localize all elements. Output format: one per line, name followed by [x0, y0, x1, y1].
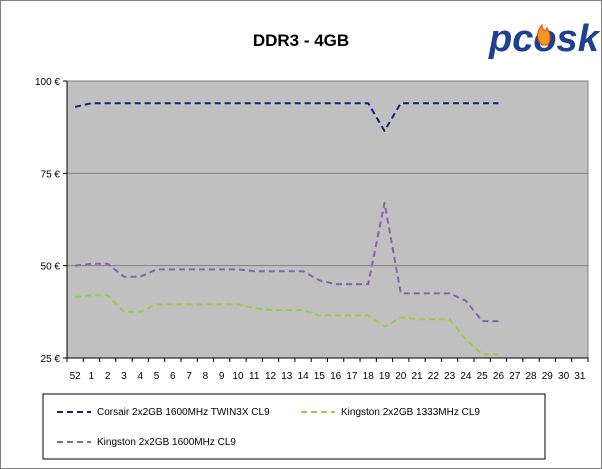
x-tick-label-20: 20: [395, 371, 407, 382]
x-tick-label-14: 14: [298, 371, 310, 382]
series-line-1: [74, 294, 499, 356]
x-tick-label-19: 19: [379, 371, 391, 382]
x-tick-label-28: 28: [525, 371, 537, 382]
x-tick-label-22: 22: [428, 371, 440, 382]
x-tick-label-3: 3: [121, 371, 127, 382]
x-tick-label-21: 21: [411, 371, 423, 382]
x-tick-label-9: 9: [219, 371, 225, 382]
x-tick-label-10: 10: [232, 371, 244, 382]
x-tick-label-31: 31: [574, 371, 586, 382]
logo-flame-icon: [537, 23, 551, 46]
x-tick-label-30: 30: [558, 371, 570, 382]
x-tick-label-13: 13: [281, 371, 293, 382]
axes: 25 €50 €75 €100 €52 1 2 3 4 5 6 7 8 9 10 11 12 13 14 15…: [35, 77, 589, 382]
legend-box: [42, 393, 546, 460]
y-tick-label-0: 25 €: [41, 354, 61, 365]
legend-label-kingston-1333: Kingston 2x2GB 1333MHz CL9: [341, 407, 480, 418]
chart-title: DDR3 - 4GB: [253, 31, 349, 50]
pcosk-logo: pcosk: [488, 18, 601, 60]
x-tick-label-16: 16: [330, 371, 342, 382]
x-tick-label-5: 5: [154, 371, 160, 382]
y-tick-label-2: 75 €: [41, 169, 61, 180]
x-tick-label-12: 12: [265, 371, 277, 382]
plot-area: [66, 80, 589, 359]
series-lines: [74, 102, 499, 356]
x-tick-label-29: 29: [542, 371, 554, 382]
x-tick-label-6: 6: [170, 371, 176, 382]
x-tick-label-4: 4: [137, 371, 143, 382]
y-tick-label-3: 100 €: [35, 77, 60, 88]
x-tick-label-23: 23: [444, 371, 456, 382]
x-tick-label-18: 18: [363, 371, 375, 382]
x-tick-label-24: 24: [460, 371, 472, 382]
x-tick-label-8: 8: [203, 371, 209, 382]
y-tick-label-1: 50 €: [41, 262, 61, 273]
x-tick-label-26: 26: [493, 371, 505, 382]
series-line-2: [74, 201, 499, 323]
x-tick-label-15: 15: [314, 371, 326, 382]
x-tick-label-0: 52: [70, 371, 82, 382]
x-tick-label-25: 25: [477, 371, 489, 382]
series-line-0: [74, 102, 499, 132]
x-tick-label-2: 2: [105, 371, 111, 382]
legend: Corsair 2x2GB 1600MHz TWIN3X CL9 Kingsto…: [42, 393, 546, 460]
legend-label-kingston-1600: Kingston 2x2GB 1600MHz CL9: [97, 437, 236, 448]
x-tick-label-1: 1: [89, 371, 95, 382]
legend-label-corsair: Corsair 2x2GB 1600MHz TWIN3X CL9: [97, 407, 270, 418]
x-tick-label-11: 11: [249, 371, 260, 382]
x-tick-label-7: 7: [186, 371, 192, 382]
x-tick-label-17: 17: [346, 371, 358, 382]
x-tick-label-27: 27: [509, 371, 521, 382]
